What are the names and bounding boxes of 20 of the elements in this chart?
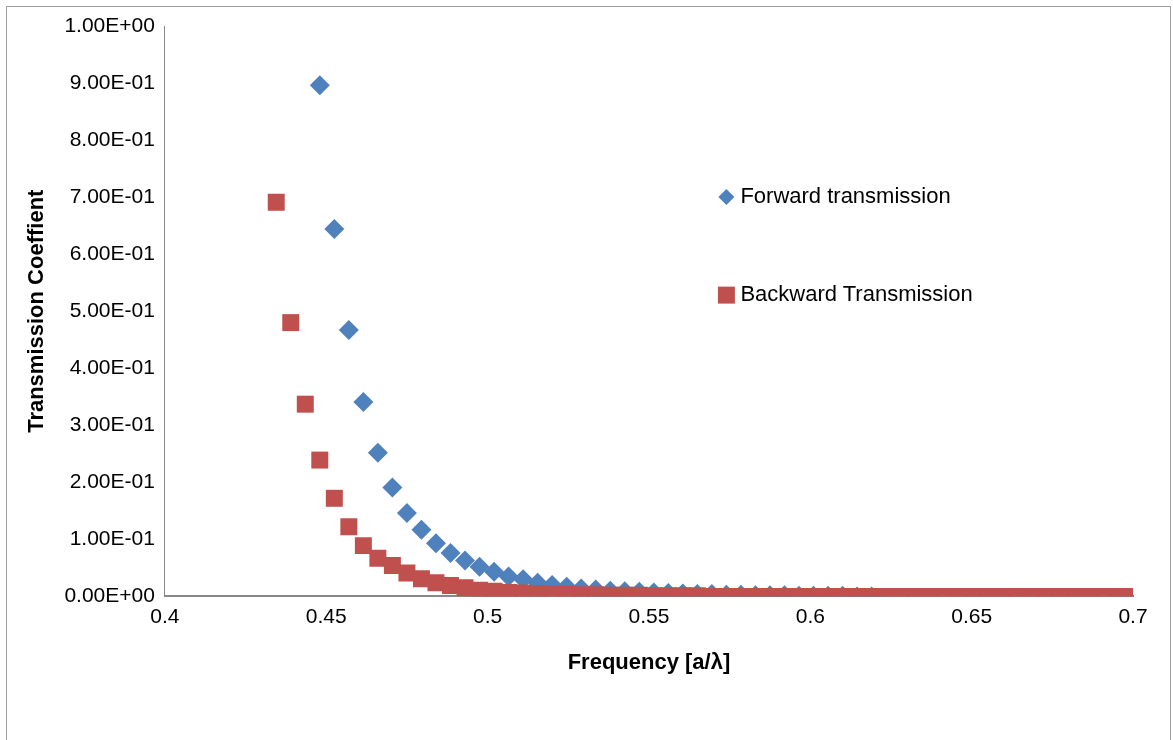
x-tick-label: 0.45 [305, 603, 347, 627]
y-tick-label: 6.00E-01 [69, 240, 155, 264]
legend-label: Forward transmission [740, 183, 951, 209]
y-tick-label: 5.00E-01 [69, 298, 155, 321]
x-axis-title: Frequency [a/λ] [567, 648, 731, 674]
legend-label: Backward Transmission [740, 281, 973, 307]
x-tick-label: 0.55 [628, 603, 670, 627]
x-tick-label: 0.5 [473, 603, 503, 627]
x-tick-label: 0.65 [951, 603, 993, 627]
y-tick-label: 9.00E-01 [69, 69, 155, 93]
x-tick-label: 0.6 [795, 603, 825, 627]
y-tick-label: 7.00E-01 [69, 183, 155, 207]
y-tick-label: 8.00E-01 [69, 126, 155, 150]
y-axis-title: Transmission Coeffient [23, 188, 49, 433]
y-tick-label: 2.00E-01 [69, 469, 155, 493]
y-tick-label: 1.00E+00 [64, 12, 155, 36]
y-tick-label: 1.00E-01 [69, 526, 155, 550]
y-tick-label: 4.00E-01 [69, 355, 155, 379]
x-tick-label: 0.7 [1118, 603, 1148, 627]
y-tick-label: 3.00E-01 [69, 412, 155, 436]
